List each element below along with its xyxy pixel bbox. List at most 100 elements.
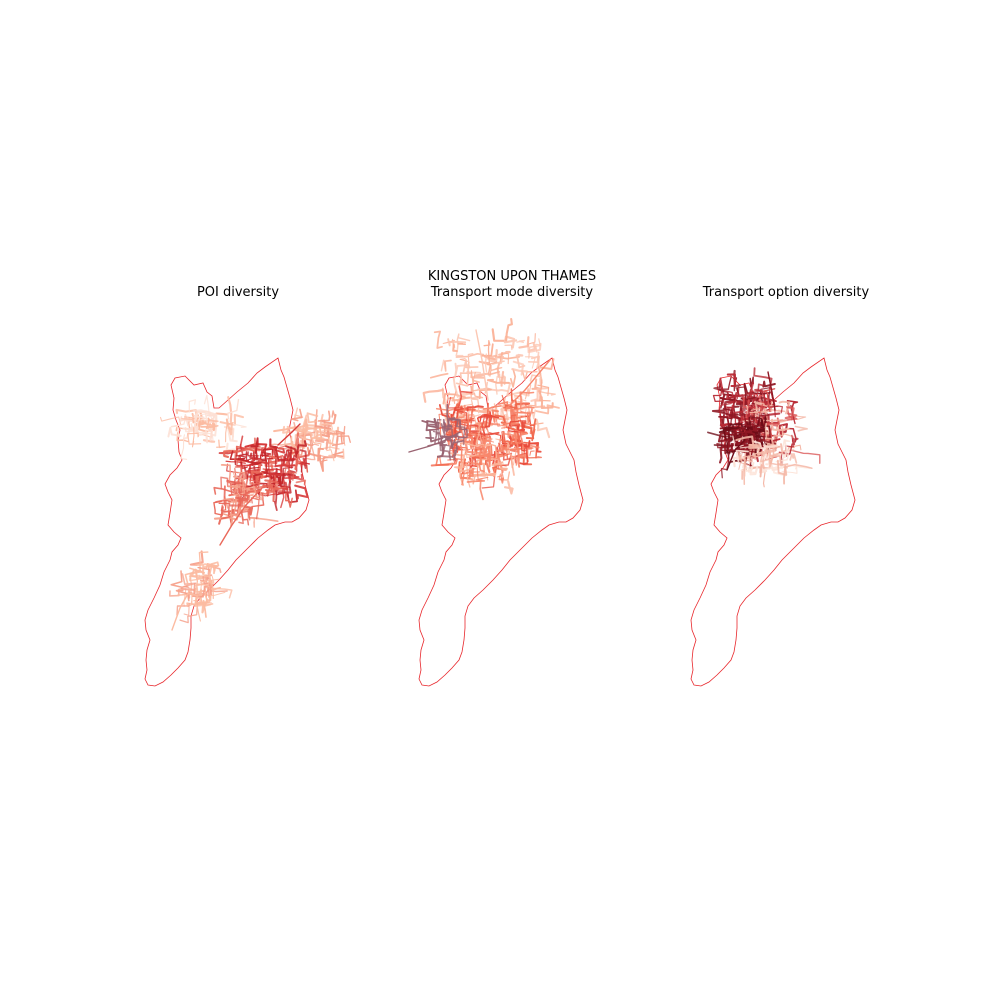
road-segment: [306, 412, 319, 424]
road-segment: [529, 450, 535, 456]
road-segment: [336, 435, 351, 443]
road-segment: [535, 418, 551, 439]
road-segment: [195, 569, 199, 586]
road-segment: [495, 431, 504, 441]
road-segment: [767, 371, 776, 411]
road-segment: [527, 351, 540, 363]
road-segment: [469, 405, 480, 436]
panel-2-subtitle: Transport mode diversity: [430, 285, 594, 300]
road-segment: [467, 461, 485, 473]
road-segment: [435, 423, 440, 435]
road-segment: [515, 353, 524, 357]
road-segment: [317, 410, 331, 422]
road-segment: [760, 450, 781, 466]
road-segment: [430, 463, 450, 467]
road-segment: [237, 457, 259, 464]
road-segment: [519, 391, 535, 409]
road-segment: [243, 481, 246, 491]
road-segment: [748, 444, 758, 450]
road-segment: [486, 361, 498, 377]
road-segment: [719, 383, 729, 393]
road-segment: [499, 467, 508, 471]
road-segment: [524, 384, 532, 400]
road-segment: [284, 461, 298, 482]
road-segment: [229, 482, 233, 495]
road-segment: [517, 454, 543, 459]
road-segment: [239, 504, 249, 512]
road-segment: [444, 359, 452, 372]
road-segment: [462, 359, 479, 373]
road-segment: [744, 449, 756, 453]
road-segment: [167, 426, 182, 438]
road-segment: [278, 449, 293, 461]
road-segment: [227, 398, 240, 420]
road-segment: [455, 341, 464, 357]
road-segment: [239, 435, 244, 456]
road-segment: [794, 425, 808, 432]
road-segment: [498, 471, 505, 481]
road-segment: [466, 405, 484, 412]
road-segment: [452, 377, 459, 398]
road-segment: [777, 462, 789, 466]
road-segment: [784, 412, 798, 420]
road-segment: [756, 449, 777, 455]
road-segment: [515, 438, 526, 457]
road-segment: [195, 563, 205, 575]
road-segment: [441, 444, 457, 461]
road-segment: [327, 429, 336, 444]
road-segment: [429, 372, 449, 379]
road-segment: [447, 338, 467, 347]
road-segment: [749, 376, 754, 388]
road-segment: [537, 384, 550, 397]
road-segment: [491, 461, 505, 466]
road-segment: [470, 370, 476, 383]
road-segment: [194, 589, 207, 593]
road-segment: [183, 603, 190, 616]
road-segment: [491, 328, 506, 342]
road-segment: [294, 484, 309, 500]
road-segment: [213, 486, 235, 495]
road-segment: [491, 409, 499, 423]
road-segment: [422, 388, 444, 403]
road-segment: [735, 386, 746, 389]
road-segment: [191, 427, 195, 448]
road-segment: [463, 471, 481, 475]
road-segment: [510, 453, 515, 476]
road-segment: [712, 386, 724, 403]
road-segment: [468, 449, 474, 473]
road-segment: [524, 356, 536, 369]
road-segment: [481, 413, 489, 439]
road-segment: [183, 588, 187, 607]
road-segment: [744, 467, 755, 473]
road-segment: [220, 499, 231, 512]
road-segment: [741, 462, 745, 469]
road-segment: [456, 333, 471, 345]
road-segment: [277, 484, 291, 488]
road-segment: [742, 433, 749, 451]
road-segment: [408, 431, 461, 453]
road-segment: [319, 413, 333, 426]
road-segment: [535, 338, 541, 353]
road-segment: [538, 389, 554, 410]
road-segment: [176, 431, 189, 443]
road-segment: [711, 409, 733, 417]
road-segment: [518, 430, 527, 444]
road-segment: [181, 416, 195, 424]
road-segment: [509, 443, 520, 457]
road-segment: [452, 338, 456, 350]
road-segment: [225, 442, 236, 452]
road-segment: [478, 450, 492, 468]
road-segment: [752, 428, 761, 439]
road-segment: [741, 457, 753, 463]
road-segment: [762, 380, 776, 388]
road-segment: [186, 592, 199, 608]
road-segment: [466, 371, 482, 374]
road-segment: [740, 468, 747, 477]
road-segment: [743, 452, 747, 485]
road-segment: [286, 489, 298, 504]
road-segment: [791, 437, 799, 446]
road-segment: [742, 396, 760, 410]
road-segment: [179, 602, 199, 624]
road-segment: [219, 487, 263, 546]
